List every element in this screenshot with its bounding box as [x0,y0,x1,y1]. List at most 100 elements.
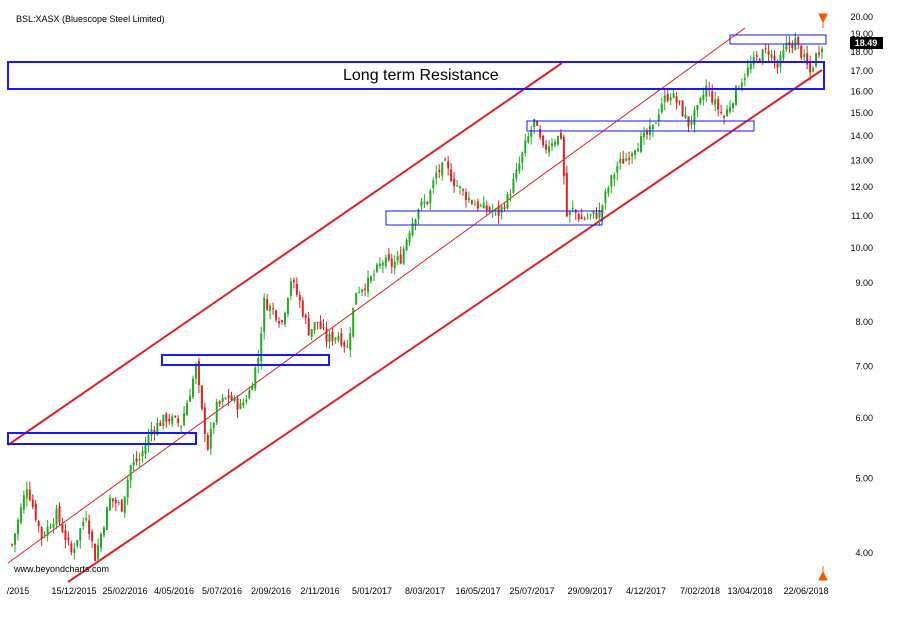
candle [444,157,447,161]
candle [126,475,129,505]
bottom-scroll-arrow[interactable] [818,566,828,581]
candle [672,90,675,99]
candle [343,340,346,353]
x-tick-label: /2015 [7,586,30,596]
candle [55,504,58,530]
candle [607,185,610,197]
candle [818,45,821,59]
candle [325,321,328,348]
x-tick-label: 2/09/2016 [251,586,291,596]
candle [634,149,637,160]
candle [236,395,239,418]
candle [530,125,533,145]
candle [233,395,236,403]
candle [292,277,295,289]
candle [479,203,482,208]
candle [500,204,503,220]
candle [189,388,192,402]
candle [503,202,506,212]
candle [693,105,696,133]
candle [183,405,186,427]
candle [331,327,334,346]
y-tick-label: 15.00 [850,108,873,118]
y-axis: 20.00 19.00 18.00 17.00 16.00 15.00 14.00 13.00… [850,12,873,558]
candle [82,517,85,530]
candle [622,150,625,164]
candle [257,350,260,374]
candle [355,292,358,305]
candle [767,44,770,63]
candle [67,531,70,546]
y-tick-label: 13.00 [850,155,873,165]
x-tick-label: 4/05/2016 [154,586,194,596]
candle [97,538,100,561]
candle [352,307,355,339]
candle [13,532,16,553]
candle [364,283,367,297]
support-resistance-boxes [7,34,827,445]
candle [616,161,619,181]
candle [702,87,705,106]
channel-lower-line [67,69,823,583]
candle [251,382,254,391]
x-tick-label: 5/07/2016 [202,586,242,596]
candle [669,93,672,106]
candle [349,327,352,358]
top-scroll-arrow[interactable] [818,13,828,28]
candle [281,319,283,325]
candle [797,36,800,50]
candle [313,322,316,335]
candle [197,357,200,394]
candle [94,543,97,562]
candle [254,366,257,392]
candle [447,156,450,176]
candle [429,188,432,210]
candle [144,436,147,459]
candle [723,114,726,125]
candle [165,411,168,428]
trend-channel [7,27,823,583]
x-tick-label: 16/05/2017 [455,586,500,596]
candle [408,230,411,247]
candle [551,138,553,151]
candle [221,393,224,407]
candle [411,217,414,237]
x-tick-label: 22/06/2018 [783,586,828,596]
x-tick-label: 2/11/2016 [300,586,339,596]
candle [123,496,126,518]
candle [260,326,263,370]
candle [132,454,135,471]
candle [283,311,286,327]
x-tick-label: 13/04/2018 [727,586,772,596]
y-tick-label: 5.00 [855,474,873,484]
candle [120,498,123,512]
candle [506,191,509,210]
candle [815,52,818,69]
candle [545,139,548,154]
y-tick-label: 17.00 [850,66,873,76]
candle [206,432,209,451]
candle [111,498,114,508]
candle [423,194,426,209]
candle [150,421,153,442]
candle [690,115,693,130]
candle [654,121,657,124]
candle [580,208,583,220]
candle [803,48,806,64]
candle [384,254,387,269]
candle [393,255,396,275]
zone-box-7 [161,354,330,366]
candle [191,375,194,400]
candle [637,143,640,152]
candle [595,207,598,220]
candle [729,99,732,115]
y-tick-label: 18.00 [850,47,873,57]
candle [527,132,530,144]
last-price-marker: 18.49 [850,37,883,49]
candle [806,45,809,70]
candle [304,313,307,324]
candle [453,172,456,193]
candle [85,510,88,523]
candle [177,415,180,427]
candle [420,197,423,211]
